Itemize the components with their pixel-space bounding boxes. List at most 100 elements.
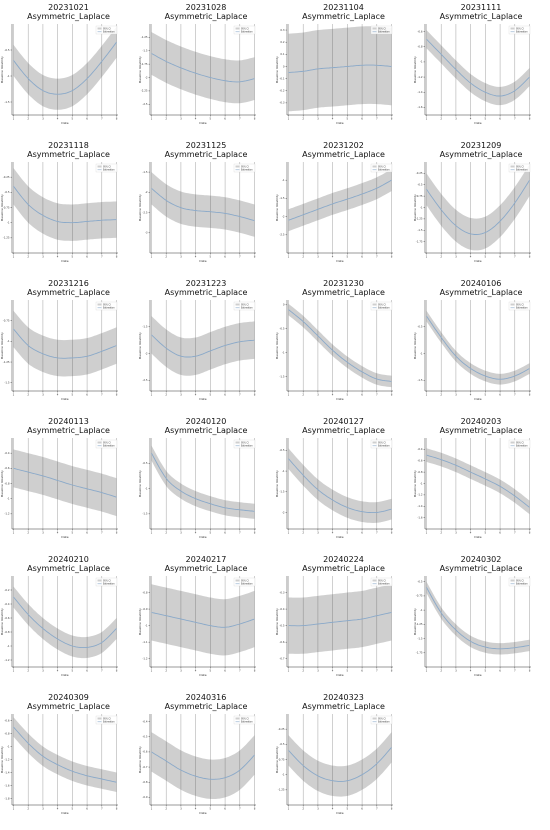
chart-panel: 20240106 Asymmetric_Laplace -1.5 -1 -0.5 1 2 3 4… xyxy=(413,276,550,414)
y-tick-label: -1.5 xyxy=(279,374,284,378)
x-tick-label: 1 xyxy=(425,393,427,397)
x-tick-label: 8 xyxy=(391,807,393,811)
legend-line-label: Estimation xyxy=(241,31,253,34)
legend-band-label: 95% CI xyxy=(241,303,249,306)
chart-subtitle: Asymmetric_Laplace xyxy=(302,288,385,297)
x-tick-label: 5 xyxy=(72,531,74,535)
legend-box xyxy=(370,163,393,173)
y-tick-label: -1 xyxy=(419,481,422,485)
legend-box xyxy=(95,577,118,587)
x-tick-label: 2 xyxy=(27,255,29,259)
x-tick-label: 5 xyxy=(347,531,349,535)
legend-box xyxy=(95,301,118,311)
estimation-line xyxy=(288,179,392,221)
x-axis-label: Date xyxy=(336,259,343,263)
chart-title: 20240106 xyxy=(460,279,502,288)
x-tick-label: 7 xyxy=(101,117,103,121)
x-tick-label: 5 xyxy=(72,669,74,673)
y-tick-label: -1.2 xyxy=(142,657,147,661)
y-tick-label: -1 xyxy=(419,608,422,612)
estimation-line xyxy=(13,596,117,649)
chart-panel: 20231021 Asymmetric_Laplace -1.5 -1 -0.5 1 2 3 4… xyxy=(0,0,137,138)
x-tick-label: 1 xyxy=(13,807,15,811)
x-tick-label: 7 xyxy=(376,117,378,121)
chart-plot: -1.8 -1.6 -1.4 -1.2 -1 -0.8 -0.6 1 2 3 4 5 6 7 8 Date Ba… xyxy=(0,714,118,815)
chart-title: 20240309 xyxy=(48,693,89,702)
legend-line-label: Estimation xyxy=(103,583,115,586)
y-axis-label: Baseline Volatility xyxy=(0,470,4,497)
y-tick-label: -0.3 xyxy=(279,101,284,105)
chart-panel: 20231111 Asymmetric_Laplace -1.6 -1.4 -1.2 -1… xyxy=(413,0,550,138)
chart-title: 20240224 xyxy=(323,555,364,564)
chart-plot: -1.25 -1 -0.75 -0.5 -0.25 1 2 3 4 5 6 7 8 Date Baselin… xyxy=(0,162,118,263)
y-axis-label: Baseline Volatility xyxy=(413,608,417,635)
x-tick-label: 7 xyxy=(376,669,378,673)
estimation-line xyxy=(150,452,255,512)
legend-band-label: 95% CI xyxy=(241,717,249,720)
x-axis-label: Date xyxy=(336,535,343,539)
x-axis-label: Date xyxy=(474,259,481,263)
legend-line-label: Estimation xyxy=(516,445,528,448)
y-tick-label: -1.5 xyxy=(142,512,147,516)
chart-subtitle: Asymmetric_Laplace xyxy=(164,702,248,711)
y-tick-label: -1 xyxy=(7,644,10,648)
y-tick-label: -2 xyxy=(144,190,147,194)
confidence-band xyxy=(151,445,254,519)
y-tick-label: -1.5 xyxy=(142,170,147,174)
x-tick-label: 1 xyxy=(150,669,152,673)
legend-band-swatch xyxy=(235,579,239,582)
y-tick-label: -0.4 xyxy=(279,607,284,611)
x-tick-label: 2 xyxy=(27,393,29,397)
chart-plot: -1.5 -1 -0.5 1 2 3 4 5 6 7 8 Date Baseline Volatilit… xyxy=(138,438,256,539)
chart-title: 20231111 xyxy=(460,3,502,12)
legend-band-label: 95% CI xyxy=(516,579,524,582)
y-tick-label: -0.6 xyxy=(417,459,422,463)
chart-subtitle: Asymmetric_Laplace xyxy=(27,702,110,711)
y-tick-label: -1.25 xyxy=(415,217,422,221)
x-tick-label: 5 xyxy=(209,807,211,811)
x-tick-label: 6 xyxy=(86,255,88,259)
x-tick-label: 4 xyxy=(194,531,196,535)
chart-subtitle: Asymmetric_Laplace xyxy=(439,564,523,573)
chart-plot: -1.2 -1.1 -1 -0.9 -0.8 1 2 3 4 5 6 7 8 Date Baseline V… xyxy=(138,576,256,677)
y-tick-label: -1 xyxy=(7,339,10,343)
legend-band-swatch xyxy=(510,441,514,444)
chart-plot: -1.6 -1.4 -1.2 -1 -0.8 -0.6 1 2 3 4 5 6 7 8 Date Baseli… xyxy=(413,24,531,125)
chart-plot: -2.5 -2 -1.5 1 2 3 4 5 6 7 8 Date Baseline Volatilit… xyxy=(138,300,256,401)
y-tick-label: -1 xyxy=(144,486,147,490)
legend-band-swatch xyxy=(510,303,514,306)
y-tick-label: 0 xyxy=(283,64,285,68)
chart-title: 20240302 xyxy=(460,555,502,564)
chart-panel: 20240316 Asymmetric_Laplace -0.9 -0.8 -0.7 -0… xyxy=(138,690,275,828)
x-axis-label: Date xyxy=(61,121,68,125)
x-tick-label: 1 xyxy=(288,255,290,259)
legend-band-swatch xyxy=(372,579,377,582)
y-tick-label: -0.6 xyxy=(142,750,147,754)
y-axis-label: Baseline Volatility xyxy=(275,746,279,773)
chart-subtitle: Asymmetric_Laplace xyxy=(439,288,523,297)
legend-line-label: Estimation xyxy=(241,169,253,172)
x-tick-label: 4 xyxy=(194,807,196,811)
chart-title: 20231125 xyxy=(185,141,227,150)
x-tick-label: 3 xyxy=(180,531,182,535)
x-tick-label: 4 xyxy=(469,669,471,673)
chart-subtitle: Asymmetric_Laplace xyxy=(164,12,248,21)
y-tick-label: -1.5 xyxy=(417,636,422,640)
y-axis-label: Baseline Volatility xyxy=(138,56,142,83)
estimation-line xyxy=(13,726,117,783)
legend-band-label: 95% CI xyxy=(103,303,111,306)
confidence-band xyxy=(426,581,529,655)
legend-band-label: 95% CI xyxy=(516,165,524,168)
x-tick-label: 5 xyxy=(347,807,349,811)
y-tick-label: -0.1 xyxy=(279,76,284,80)
x-tick-label: 3 xyxy=(317,807,319,811)
x-tick-label: 7 xyxy=(376,531,378,535)
x-tick-label: 4 xyxy=(194,393,196,397)
y-tick-label: -0.9 xyxy=(142,795,147,799)
x-tick-label: 4 xyxy=(332,531,334,535)
chart-title: 20231104 xyxy=(323,3,364,12)
x-tick-label: 4 xyxy=(332,669,334,673)
estimation-line xyxy=(425,587,530,650)
y-tick-label: -0.8 xyxy=(4,481,9,485)
